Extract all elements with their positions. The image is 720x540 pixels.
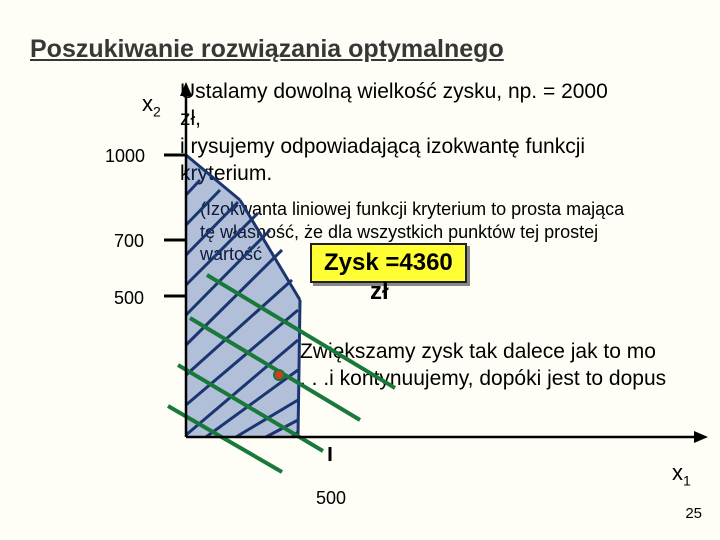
optimal-point bbox=[274, 370, 284, 380]
chart-svg bbox=[0, 0, 720, 540]
